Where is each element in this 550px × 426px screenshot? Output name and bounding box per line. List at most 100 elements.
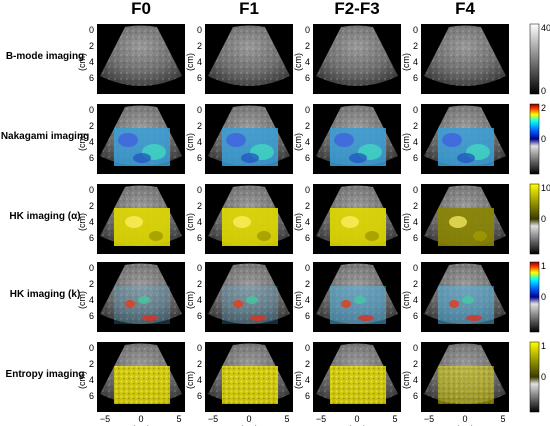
y-tick-label: 0 (305, 263, 310, 273)
y-tick-label: 0 (413, 263, 418, 273)
y-tick-label: 0 (197, 25, 202, 35)
speckle-texture (208, 263, 290, 324)
y-tick-label: 2 (413, 201, 418, 211)
speckle-texture (100, 25, 182, 86)
ultrasound-panel: 0 2 4 6(cm) (185, 104, 293, 174)
ultrasound-panel: 0 2 4 6(cm) (185, 262, 293, 332)
speckle-texture (208, 25, 290, 86)
hk-k-overlay (438, 286, 494, 324)
speckle-texture (424, 25, 506, 86)
ultrasound-panel: 0 2 4 6(cm) (77, 262, 185, 332)
y-tick-label: 2 (89, 359, 94, 369)
y-tick-label: 0 (305, 25, 310, 35)
y-tick-label: 0 (413, 105, 418, 115)
y-tick-label: 6 (413, 233, 418, 243)
x-tick-label: 5 (284, 414, 289, 424)
ultrasound-panel: 0 2 4 6(cm) (401, 24, 509, 94)
y-tick-label: 4 (413, 217, 418, 227)
y-tick-label: 0 (305, 185, 310, 195)
y-tick-label: 4 (305, 375, 310, 385)
image-row: Nakagami imaging0246(cm)0246(cm)0246(cm)… (1, 103, 546, 175)
y-axis-unit: (cm) (293, 53, 303, 71)
y-tick-label: 4 (305, 57, 310, 67)
ultrasound-panel: 0 2 4 6(cm) (401, 104, 509, 174)
y-axis-unit: (cm) (185, 53, 195, 71)
x-axis-unit: (cm) (456, 424, 474, 426)
y-axis-unit: (cm) (293, 371, 303, 389)
y-axis-unit: (cm) (77, 371, 87, 389)
y-tick-label: 0 (197, 263, 202, 273)
y-tick-label: 6 (413, 311, 418, 321)
y-tick-label: 6 (305, 153, 310, 163)
x-tick-label: −5 (208, 414, 218, 424)
y-axis-unit: (cm) (185, 371, 195, 389)
y-tick-label: 0 (89, 185, 94, 195)
image-row: HK imaging (α)0246(cm)0246(cm)0246(cm)02… (9, 183, 550, 255)
x-tick-label: 5 (392, 414, 397, 424)
x-tick-label: 0 (462, 414, 467, 424)
ultrasound-panel: 0 2 4 6(cm) (77, 342, 185, 412)
y-axis-unit: (cm) (185, 291, 195, 309)
y-tick-label: 4 (89, 295, 94, 305)
y-axis-unit: (cm) (401, 371, 411, 389)
y-axis-unit: (cm) (77, 53, 87, 71)
ultrasound-panel: 0 2 4 6(cm) (77, 184, 185, 254)
y-tick-label: 4 (197, 137, 202, 147)
y-tick-label: 6 (89, 153, 94, 163)
y-tick-label: 2 (413, 121, 418, 131)
colorbar-mid-label: 0 (541, 292, 546, 302)
y-tick-label: 6 (197, 73, 202, 83)
row-label: Nakagami imaging (1, 131, 89, 142)
y-tick-label: 2 (305, 41, 310, 51)
hk-alpha-overlay (222, 208, 278, 246)
y-tick-label: 4 (413, 295, 418, 305)
y-tick-label: 2 (413, 279, 418, 289)
colorbar: 10 (529, 261, 546, 333)
image-row: B-mode imaging0246(cm)0246(cm)0246(cm)02… (6, 23, 550, 96)
y-tick-label: 0 (89, 343, 94, 353)
column-title-2: F2-F3 (334, 0, 379, 18)
y-tick-label: 6 (89, 73, 94, 83)
hk-k-overlay (222, 286, 278, 324)
x-tick-label: −5 (424, 414, 434, 424)
y-tick-label: 4 (89, 217, 94, 227)
y-tick-label: 2 (197, 41, 202, 51)
colorbar: 10 (529, 341, 546, 413)
y-tick-label: 4 (197, 295, 202, 305)
y-tick-label: 4 (413, 375, 418, 385)
y-tick-label: 2 (89, 279, 94, 289)
ultrasound-panel: 0 2 4 6(cm) (401, 342, 509, 412)
y-axis-unit: (cm) (293, 133, 303, 151)
y-tick-label: 4 (89, 57, 94, 67)
colorbar-mid-label: 0 (541, 214, 546, 224)
y-axis-unit: (cm) (401, 291, 411, 309)
y-tick-label: 6 (305, 233, 310, 243)
row-label: HK imaging (α) (9, 211, 80, 222)
x-axis-unit: (cm) (348, 424, 366, 426)
y-tick-label: 2 (413, 41, 418, 51)
y-axis-unit: (cm) (293, 213, 303, 231)
x-tick-label: 0 (246, 414, 251, 424)
y-tick-label: 2 (89, 121, 94, 131)
colorbar-top-label: 1 (541, 341, 546, 351)
speckle-texture (100, 263, 182, 324)
y-tick-label: 0 (305, 105, 310, 115)
ultrasound-panel: 0 2 4 6(cm) (77, 24, 185, 94)
x-axis-unit: (cm) (240, 424, 258, 426)
y-tick-label: 6 (197, 233, 202, 243)
y-tick-label: 2 (305, 201, 310, 211)
ultrasound-panel: 0 2 4 6(cm) (401, 262, 509, 332)
colorbar-top-label: 10 (541, 183, 550, 193)
y-tick-label: 2 (197, 279, 202, 289)
x-tick-label: −5 (100, 414, 110, 424)
y-tick-label: 0 (89, 105, 94, 115)
speckle-texture (316, 25, 398, 86)
y-tick-label: 4 (413, 57, 418, 67)
y-tick-label: 4 (197, 217, 202, 227)
hk-alpha-overlay (114, 208, 170, 246)
ultrasound-panel: 0 2 4 6(cm) (293, 184, 401, 254)
y-tick-label: 4 (305, 137, 310, 147)
y-tick-label: 6 (89, 233, 94, 243)
y-tick-label: 4 (305, 295, 310, 305)
